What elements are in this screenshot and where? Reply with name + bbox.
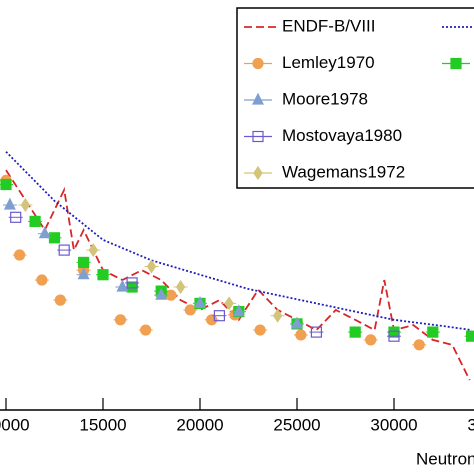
x-tick-label: 10000 xyxy=(0,415,30,434)
marker xyxy=(146,259,157,274)
legend-label: Mostovaya1980 xyxy=(282,126,402,145)
x-tick-label: 15000 xyxy=(79,415,126,434)
x-tick-label: 25000 xyxy=(273,415,320,434)
marker xyxy=(291,316,303,329)
line xyxy=(5,169,471,381)
marker xyxy=(114,314,127,326)
marker xyxy=(97,269,109,281)
marker xyxy=(155,287,168,300)
marker xyxy=(388,326,400,338)
marker xyxy=(310,326,322,338)
marker xyxy=(295,329,307,341)
x-tick-label: 30000 xyxy=(370,415,417,434)
x-tick-label: 35000 xyxy=(467,415,474,434)
x-tick-label: 20000 xyxy=(176,415,223,434)
marker xyxy=(36,274,48,286)
marker xyxy=(232,304,245,317)
line xyxy=(5,151,472,331)
legend: ENDF-B/VIII Lemley1970 Moore1978 Mostovaya1… xyxy=(236,7,474,189)
marker xyxy=(466,330,474,342)
marker xyxy=(29,215,41,227)
marker xyxy=(13,249,26,261)
marker xyxy=(213,310,225,322)
legend-label: Lemley1970 xyxy=(282,53,375,72)
marker xyxy=(388,330,400,342)
x-axis-label: Neutron Energy xyxy=(416,449,474,468)
legend-label: Wagemans1972 xyxy=(282,162,405,181)
legend-box xyxy=(236,7,474,189)
legend-label: Moore1978 xyxy=(282,89,368,108)
marker xyxy=(206,314,218,326)
marker xyxy=(224,296,234,311)
marker xyxy=(427,326,439,338)
marker xyxy=(10,211,22,223)
marker xyxy=(88,243,99,258)
legend-marker xyxy=(252,92,264,105)
marker xyxy=(140,324,152,336)
marker xyxy=(116,279,129,292)
marker xyxy=(77,267,90,280)
marker xyxy=(38,226,51,239)
marker xyxy=(54,294,66,306)
marker xyxy=(413,339,425,351)
marker xyxy=(272,308,283,323)
legend-marker xyxy=(253,165,263,181)
marker xyxy=(184,304,196,316)
marker xyxy=(58,244,70,256)
marker xyxy=(0,178,12,191)
legend-marker xyxy=(252,130,264,143)
marker xyxy=(48,232,61,244)
legend-marker xyxy=(450,57,462,70)
marker xyxy=(77,256,90,268)
legend-marker xyxy=(252,57,264,70)
marker xyxy=(194,296,206,308)
legend-label: ENDF-B/VIII xyxy=(282,16,376,35)
marker xyxy=(349,326,361,338)
marker xyxy=(175,279,186,295)
marker xyxy=(20,197,31,213)
marker xyxy=(254,324,266,336)
marker xyxy=(365,334,377,346)
marker xyxy=(126,277,138,289)
marker xyxy=(3,197,16,210)
